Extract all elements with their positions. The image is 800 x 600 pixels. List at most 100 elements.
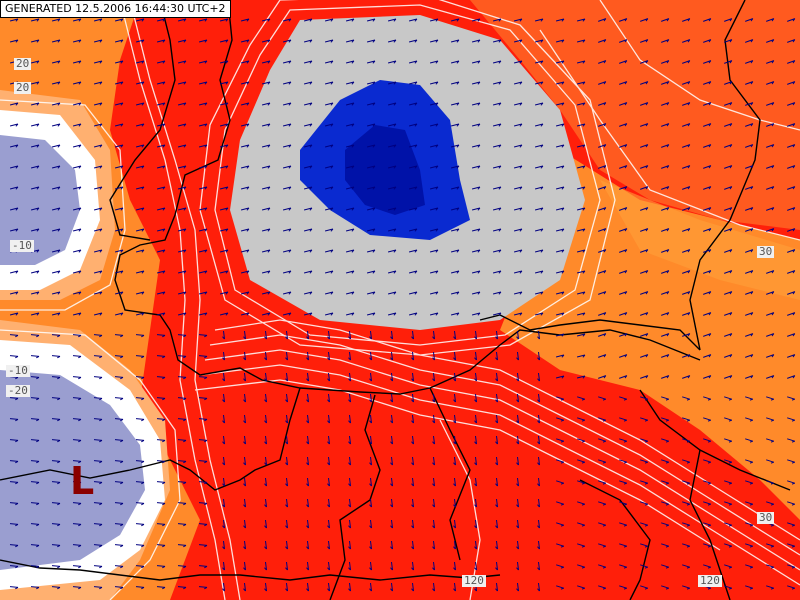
wind-arrow — [513, 39, 523, 43]
wind-arrow — [724, 480, 732, 484]
wind-arrow — [433, 498, 435, 508]
wind-arrow — [223, 498, 225, 508]
wind-arrow-head — [372, 207, 376, 211]
wind-arrow-head — [369, 399, 372, 403]
wind-arrow — [724, 522, 732, 526]
wind-arrow — [513, 207, 523, 211]
wind-arrow — [538, 330, 540, 340]
wind-arrow — [93, 144, 103, 148]
wind-arrow — [408, 270, 418, 274]
wind-arrow — [345, 165, 355, 169]
wind-arrow-head — [537, 336, 540, 340]
wind-arrow-head — [309, 60, 313, 64]
wind-arrow — [513, 165, 523, 169]
wind-arrow-head — [665, 587, 669, 590]
wind-arrow-head — [791, 524, 795, 527]
wind-arrow-head — [645, 354, 649, 358]
wind-arrow-head — [411, 567, 414, 571]
wind-arrow — [370, 498, 372, 508]
wind-arrow — [93, 586, 103, 588]
wind-arrow-head — [474, 546, 477, 550]
wind-arrow-head — [561, 228, 565, 232]
wind-arrow-head — [645, 39, 649, 43]
wind-arrow-head — [561, 270, 565, 274]
wind-arrow-head — [435, 186, 439, 190]
wind-arrow — [619, 270, 627, 274]
wind-arrow-head — [36, 418, 40, 422]
wind-arrow-head — [729, 81, 733, 85]
wind-arrow-head — [644, 566, 648, 569]
wind-arrow-head — [78, 565, 82, 569]
wind-arrow — [640, 522, 648, 526]
wind-arrow-head — [243, 546, 246, 550]
wind-arrow — [471, 144, 481, 148]
wind-arrow — [30, 144, 40, 148]
wind-arrow-head — [264, 462, 267, 466]
wind-arrow — [114, 144, 124, 148]
wind-arrow — [555, 312, 565, 316]
wind-arrow-head — [393, 228, 397, 232]
wind-arrow-head — [99, 144, 103, 148]
wind-arrow-head — [36, 376, 40, 380]
wind-arrow-head — [411, 420, 414, 424]
wind-arrow-head — [348, 588, 351, 592]
wind-arrow — [513, 312, 523, 316]
wind-arrow — [30, 439, 40, 441]
wind-arrow — [787, 333, 795, 337]
wind-arrow-head — [435, 144, 439, 148]
wind-arrow-head — [372, 165, 376, 169]
wind-arrow-head — [750, 333, 754, 337]
wind-arrow-head — [243, 399, 246, 403]
wind-arrow — [282, 81, 292, 85]
wind-arrow — [703, 480, 711, 484]
wind-arrow — [328, 561, 330, 571]
wind-arrow — [156, 249, 166, 253]
wind-arrow — [619, 585, 627, 589]
wind-arrow — [370, 330, 372, 340]
wind-arrow-head — [78, 60, 82, 64]
wind-arrow — [9, 439, 19, 441]
wind-arrow — [450, 123, 460, 127]
wind-arrow-head — [57, 102, 61, 106]
wind-arrow — [454, 498, 456, 508]
wind-arrow — [198, 207, 208, 211]
wind-arrow — [724, 39, 732, 43]
wind-arrow-head — [369, 441, 372, 445]
wind-arrow-head — [348, 546, 351, 550]
wind-arrow — [286, 393, 288, 403]
wind-arrow-head — [36, 39, 40, 43]
wind-arrow — [513, 186, 523, 190]
wind-arrow — [619, 543, 627, 547]
wind-arrow — [724, 396, 732, 400]
wind-arrow-head — [99, 18, 103, 22]
wind-arrow — [534, 60, 544, 64]
wind-arrow-head — [624, 291, 628, 295]
wind-arrow — [349, 456, 351, 466]
wind-arrow — [156, 334, 166, 336]
wind-arrow-head — [770, 545, 774, 548]
wind-arrow-head — [162, 355, 166, 359]
wind-arrow — [429, 312, 439, 316]
wind-arrow-head — [432, 525, 435, 529]
wind-arrow — [745, 102, 753, 106]
wind-arrow-head — [204, 60, 208, 64]
wind-arrow — [156, 228, 166, 232]
wind-arrow — [303, 81, 313, 85]
wind-arrow — [198, 544, 208, 546]
wind-arrow — [51, 397, 61, 399]
wind-arrow — [387, 312, 397, 316]
wind-arrow-head — [537, 399, 540, 403]
wind-arrow — [538, 456, 540, 466]
wind-arrow — [598, 501, 606, 505]
wind-arrow — [324, 60, 334, 64]
wind-arrow — [534, 270, 544, 274]
wind-arrow-head — [645, 18, 649, 22]
wind-arrow — [766, 207, 774, 211]
wind-arrow-head — [204, 144, 208, 148]
wind-arrow — [345, 312, 355, 316]
wind-arrow — [135, 439, 145, 441]
wind-arrow — [429, 123, 439, 127]
wind-arrow — [307, 561, 309, 571]
wind-arrow-head — [36, 270, 40, 274]
